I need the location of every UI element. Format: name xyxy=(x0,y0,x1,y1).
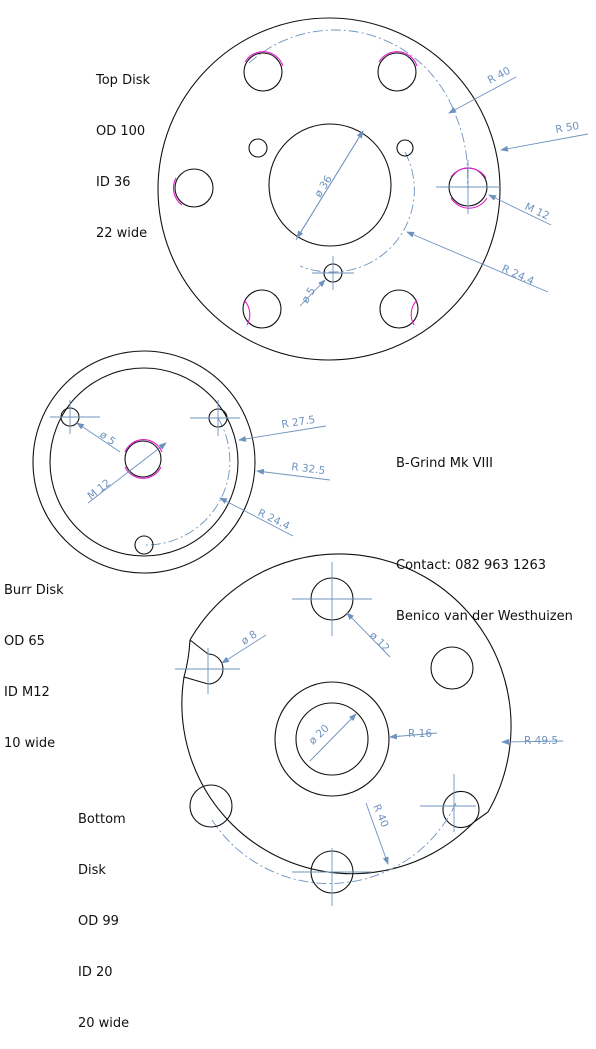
top-disk-outer-circle xyxy=(157,17,501,361)
thread-arc xyxy=(172,177,183,206)
bolt-hole xyxy=(430,646,474,690)
dim-leader-r16 xyxy=(389,732,438,740)
spacer xyxy=(396,506,573,523)
design-title: B-Grind Mk VIII xyxy=(396,456,494,471)
bottom-disk-outline-lower xyxy=(181,676,475,875)
dim-text-d5: ø 5 xyxy=(97,429,117,448)
dim-leader-d12 xyxy=(346,612,391,658)
bolt-hole xyxy=(379,289,419,329)
dim-leader-m12 xyxy=(488,194,552,226)
dim-leader-r49 xyxy=(501,738,564,745)
burr-disk-outer-circle xyxy=(32,350,256,574)
bottom-disk-label: Bottom Disk OD 99 ID 20 20 wide xyxy=(78,777,129,1049)
burr-disk-bolt-circle xyxy=(143,417,231,546)
dim-text-d36: ø 36 xyxy=(312,173,335,199)
small-hole xyxy=(248,138,268,158)
dim-leader-d8 xyxy=(221,634,267,664)
author-name: Benico van der Westhuizen xyxy=(396,609,573,624)
dim-leader-r40 xyxy=(365,802,389,865)
dim-text-r16: R 16 xyxy=(408,728,432,740)
dim-leader-r32 xyxy=(256,468,331,481)
label-line: ID 20 xyxy=(78,965,113,980)
dim-leader-r40 xyxy=(448,76,517,114)
dim-leader-r24 xyxy=(219,497,294,537)
bolt-hole xyxy=(189,784,233,828)
label-line: Bottom xyxy=(78,812,126,827)
dim-text-r50: R 50 xyxy=(554,120,580,136)
top-disk: R 40 R 50 M 12 R 24.4 ø 36 ø 5 xyxy=(157,17,589,361)
dim-text-r27: R 27.5 xyxy=(281,414,316,431)
bolt-hole xyxy=(377,52,417,92)
dim-text-r40: R 40 xyxy=(486,65,513,87)
thread-arc xyxy=(243,299,251,326)
small-hole xyxy=(134,535,154,555)
dim-leader-d20 xyxy=(309,713,357,762)
top-disk-label: Top Disk OD 100 ID 36 22 wide xyxy=(96,38,150,259)
label-line: OD 100 xyxy=(96,124,146,139)
bottom-disk-bore xyxy=(295,702,369,776)
label-line: ID M12 xyxy=(4,685,50,700)
dim-text-d20: ø 20 xyxy=(307,722,332,747)
label-line: 22 wide xyxy=(96,226,148,241)
burr-disk-inner-circle xyxy=(49,367,239,557)
label-line: 10 wide xyxy=(4,736,56,751)
burr-center-hole xyxy=(124,440,162,478)
top-disk-inner-arc xyxy=(299,151,415,273)
dim-text-m12: M 12 xyxy=(85,477,113,502)
dim-leader-r27 xyxy=(238,425,327,442)
bolt-hole xyxy=(242,289,282,329)
dim-text-r24: R 24.4 xyxy=(256,507,292,533)
dim-text-d5: ø 5 xyxy=(299,285,318,305)
dim-text-r24: R 24.4 xyxy=(500,263,536,288)
dim-text-d12: ø 12 xyxy=(367,630,392,655)
dim-leader-r50 xyxy=(500,133,589,152)
info-block: B-Grind Mk VIII Contact: 082 963 1263 Be… xyxy=(396,421,573,642)
dim-text-r40: R 40 xyxy=(370,802,390,829)
drawing-canvas: R 40 R 50 M 12 R 24.4 ø 36 ø 5 R 27.5 R … xyxy=(32,17,589,906)
thread-arc xyxy=(450,197,488,209)
thread-arc xyxy=(244,51,284,67)
dim-leader-d36-b xyxy=(296,130,364,239)
label-line: 20 wide xyxy=(78,1016,130,1031)
top-disk-bolt-holes xyxy=(172,51,488,329)
bolt-hole xyxy=(174,168,214,208)
contact-number: Contact: 082 963 1263 xyxy=(396,558,547,573)
dim-text-r32: R 32.5 xyxy=(291,461,326,477)
dim-leader-d5 xyxy=(76,422,121,453)
dim-text-d8: ø 8 xyxy=(239,628,259,647)
dim-leader-m12 xyxy=(87,442,167,504)
label-line: OD 65 xyxy=(4,634,45,649)
dim-leader-r24 xyxy=(406,231,549,293)
dim-text-r49: R 49.5 xyxy=(524,735,558,747)
dim-leader-d5 xyxy=(299,279,326,307)
small-hole xyxy=(396,139,414,157)
bolt-hole xyxy=(243,52,283,92)
burr-disk-label: Burr Disk OD 65 ID M12 10 wide xyxy=(4,548,64,769)
burr-disk: R 27.5 R 32.5 R 24.4 M 12 ø 5 xyxy=(32,350,331,574)
thread-arc xyxy=(124,466,162,479)
thread-arc xyxy=(378,51,418,67)
label-line: Disk xyxy=(78,863,106,878)
label-line: Burr Disk xyxy=(4,583,64,598)
thread-arc xyxy=(410,299,418,326)
dim-text-m12: M 12 xyxy=(523,201,551,223)
bottom-disk-bolt-circle xyxy=(211,802,457,884)
label-line: ID 36 xyxy=(96,175,131,190)
thread-arc xyxy=(450,167,487,179)
top-disk-bore xyxy=(268,123,392,247)
label-line: Top Disk xyxy=(96,73,150,88)
bottom-disk-hub-outer xyxy=(274,681,390,797)
top-disk-bolt-circle xyxy=(248,29,468,188)
